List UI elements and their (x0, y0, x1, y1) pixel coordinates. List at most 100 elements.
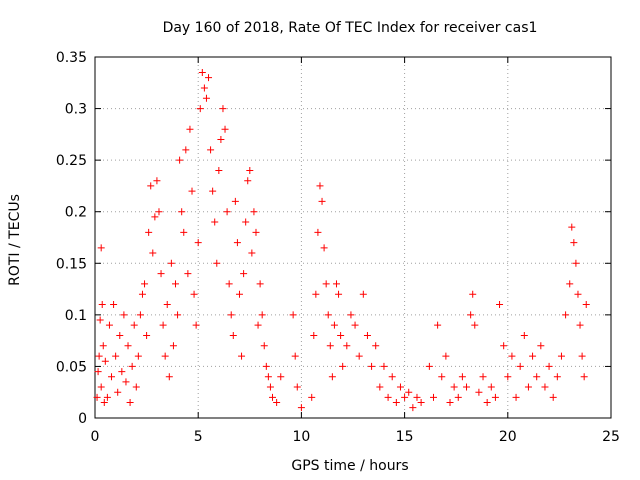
data-point (186, 125, 194, 133)
data-point (520, 331, 528, 339)
y-tick-label: 0.15 (56, 256, 87, 272)
data-point (100, 399, 108, 407)
data-point (524, 383, 532, 391)
data-point (161, 352, 169, 360)
data-point (254, 321, 262, 329)
data-point (396, 383, 404, 391)
y-tick-label: 0.25 (56, 153, 87, 169)
data-point (314, 228, 322, 236)
data-point (372, 342, 380, 350)
data-point (143, 331, 151, 339)
data-point (136, 311, 144, 319)
data-point (576, 321, 584, 329)
data-point (211, 218, 219, 226)
data-point (157, 270, 165, 278)
data-point (235, 290, 243, 298)
data-point (328, 373, 336, 381)
data-points (93, 68, 590, 412)
data-point (122, 378, 130, 386)
x-tick-label: 10 (292, 429, 310, 445)
x-tick-label: 5 (194, 429, 203, 445)
y-axis-label: ROTI / TECUs (7, 194, 23, 286)
y-tick-label: 0.1 (65, 308, 87, 324)
data-point (310, 331, 318, 339)
data-point (562, 311, 570, 319)
data-point (568, 223, 576, 231)
data-point (332, 280, 340, 288)
data-point (252, 228, 260, 236)
data-point (574, 290, 582, 298)
data-point (93, 393, 101, 401)
data-point (242, 218, 250, 226)
data-point (572, 259, 580, 267)
data-point (413, 393, 421, 401)
data-point (417, 399, 425, 407)
data-point (169, 342, 177, 350)
data-point (163, 301, 171, 309)
data-point (442, 352, 450, 360)
grid (95, 57, 611, 418)
data-point (469, 290, 477, 298)
data-point (496, 301, 504, 309)
data-point (149, 249, 157, 257)
data-point (458, 373, 466, 381)
data-point (553, 373, 561, 381)
data-point (401, 393, 409, 401)
data-point (213, 259, 221, 267)
data-point (124, 342, 132, 350)
data-point (248, 249, 256, 257)
data-point (244, 177, 252, 185)
data-point (246, 166, 254, 174)
plot-frame (94, 56, 612, 419)
data-point (533, 373, 541, 381)
data-point (504, 373, 512, 381)
data-point (500, 342, 508, 350)
data-point (446, 399, 454, 407)
data-point (322, 280, 330, 288)
data-point (405, 388, 413, 396)
data-point (512, 393, 520, 401)
data-point (258, 311, 266, 319)
data-point (256, 280, 264, 288)
data-point (343, 342, 351, 350)
data-point (337, 331, 345, 339)
x-tick-label: 25 (602, 429, 620, 445)
data-point (351, 321, 359, 329)
data-point (180, 228, 188, 236)
data-point (545, 362, 553, 370)
data-point (147, 182, 155, 190)
data-point (200, 84, 208, 92)
data-point (266, 383, 274, 391)
data-point (194, 239, 202, 247)
data-point (479, 373, 487, 381)
data-point (487, 383, 495, 391)
y-tick-label: 0.35 (56, 50, 87, 66)
data-point (291, 352, 299, 360)
data-point (471, 321, 479, 329)
data-point (580, 373, 588, 381)
data-point (103, 393, 111, 401)
data-point (368, 362, 376, 370)
data-point (192, 321, 200, 329)
data-point (355, 352, 363, 360)
data-point (273, 399, 281, 407)
data-point (425, 362, 433, 370)
data-point (178, 208, 186, 216)
data-point (174, 311, 182, 319)
data-point (105, 321, 113, 329)
data-point (238, 352, 246, 360)
x-axis-label: GPS time / hours (291, 458, 408, 474)
data-point (293, 383, 301, 391)
data-point (434, 321, 442, 329)
data-point (165, 373, 173, 381)
data-point (376, 383, 384, 391)
data-point (262, 362, 270, 370)
data-point (98, 301, 106, 309)
data-point (101, 357, 109, 365)
data-point (96, 316, 104, 324)
data-point (225, 280, 233, 288)
data-point (94, 368, 102, 376)
data-point (153, 177, 161, 185)
data-point (176, 156, 184, 164)
